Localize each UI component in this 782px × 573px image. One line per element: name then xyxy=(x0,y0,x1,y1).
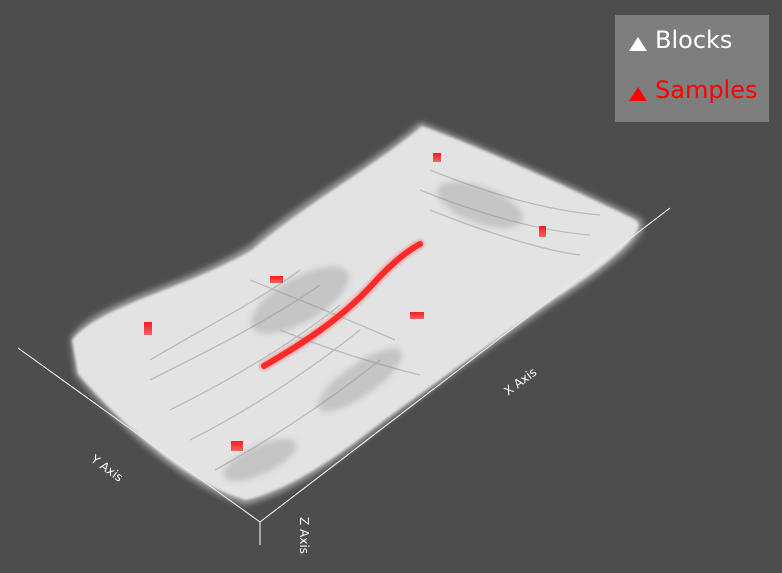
triangle-icon xyxy=(627,29,649,51)
sample-drillhole-glow xyxy=(259,239,425,371)
triangle-icon xyxy=(627,79,649,101)
sample-point xyxy=(144,322,152,335)
z-axis-label: Z Axis xyxy=(297,517,311,554)
sample-point xyxy=(270,276,283,283)
sample-point xyxy=(433,153,441,162)
legend-label-samples: Samples xyxy=(655,76,758,104)
legend: Blocks Samples xyxy=(615,15,769,122)
legend-entry-blocks: Blocks xyxy=(627,23,732,57)
sample-point xyxy=(410,312,424,319)
x-axis-label: X Axis xyxy=(501,365,539,398)
legend-label-blocks: Blocks xyxy=(655,26,733,54)
legend-entry-samples: Samples xyxy=(627,73,758,107)
sample-point xyxy=(539,226,546,237)
surface-volume xyxy=(70,122,644,505)
surface-dark-patches xyxy=(223,182,523,482)
y-axis-label: Y Axis xyxy=(87,452,125,485)
sample-point xyxy=(231,441,243,451)
samples xyxy=(144,153,546,451)
